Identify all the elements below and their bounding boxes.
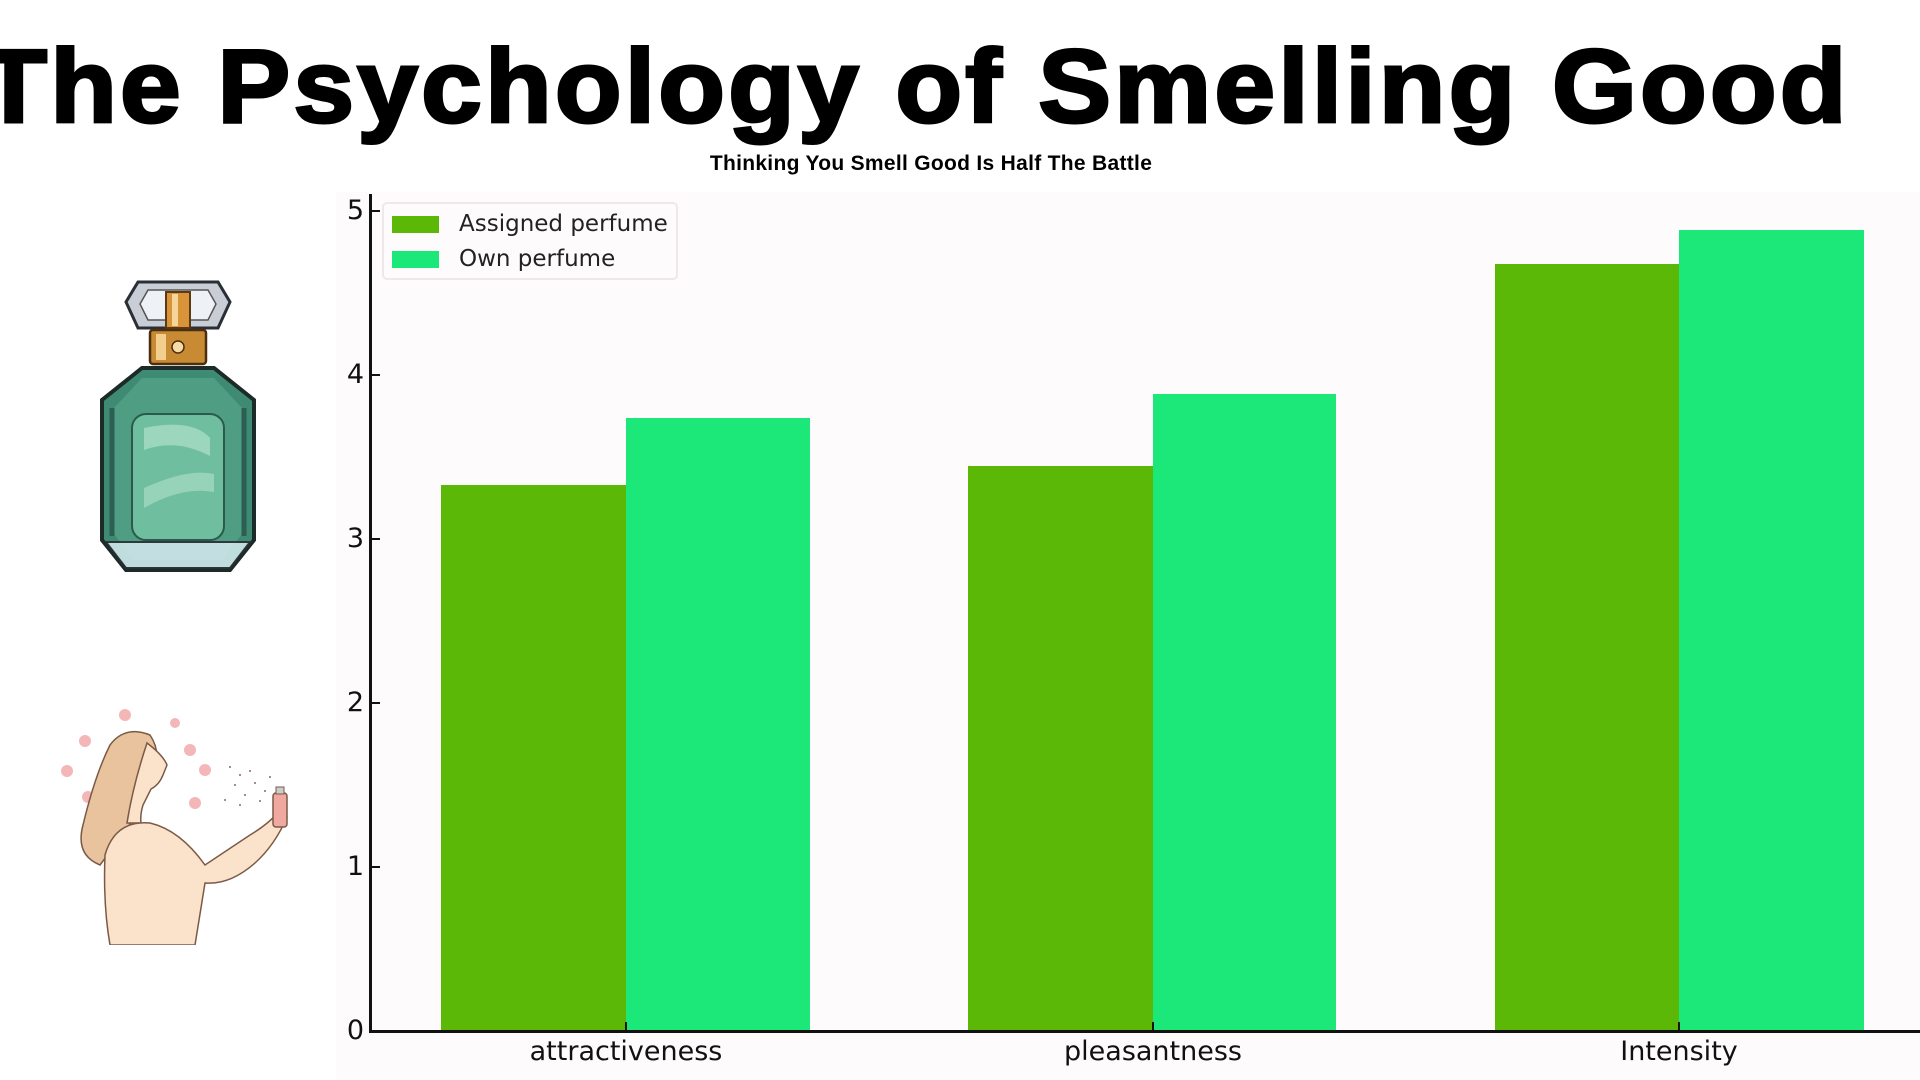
woman-spraying-perfume-illustration [61, 709, 288, 945]
y-tick-label: 0 [346, 1015, 364, 1046]
x-tick-mark [1152, 1022, 1154, 1031]
y-tick-mark [372, 866, 380, 868]
legend-item-own: Own perfume [392, 244, 615, 274]
legend-item-assigned: Assigned perfume [392, 209, 668, 239]
legend-label: Assigned perfume [459, 211, 668, 237]
y-tick-mark [372, 702, 380, 704]
bar-intensity-assigned [1495, 264, 1679, 1031]
y-tick-mark [372, 374, 380, 376]
legend-swatch-assigned [392, 215, 439, 233]
y-tick-label: 2 [346, 687, 364, 718]
x-axis-line [369, 1030, 1920, 1033]
x-tick-label-intensity: Intensity [1620, 1036, 1738, 1067]
x-tick-mark [625, 1022, 627, 1031]
chart-legend: Assigned perfume Own perfume [382, 202, 678, 280]
bar-attractiveness-own [626, 418, 810, 1031]
y-axis-line [369, 194, 372, 1032]
y-tick-mark [372, 1030, 380, 1032]
x-tick-label-attractiveness: attractiveness [529, 1036, 723, 1067]
y-tick-label: 5 [346, 195, 364, 226]
bar-attractiveness-assigned [441, 485, 626, 1031]
page-title: The Psychology of Smelling Good [0, 28, 1850, 147]
bar-intensity-own [1679, 230, 1864, 1031]
y-tick-label: 3 [346, 523, 364, 554]
bar-pleasantness-own [1153, 394, 1336, 1031]
x-tick-mark [1678, 1022, 1680, 1031]
y-tick-label: 4 [346, 359, 364, 390]
bar-pleasantness-assigned [968, 466, 1153, 1031]
legend-swatch-own [392, 250, 439, 268]
y-tick-mark [372, 210, 380, 212]
x-tick-label-pleasantness: pleasantness [1064, 1036, 1242, 1067]
chart-subtitle: Thinking You Smell Good Is Half The Batt… [709, 152, 1153, 175]
perfume-bottle-illustration [100, 280, 256, 572]
y-tick-label: 1 [346, 851, 364, 882]
y-tick-mark [372, 538, 380, 540]
legend-label: Own perfume [459, 246, 616, 272]
